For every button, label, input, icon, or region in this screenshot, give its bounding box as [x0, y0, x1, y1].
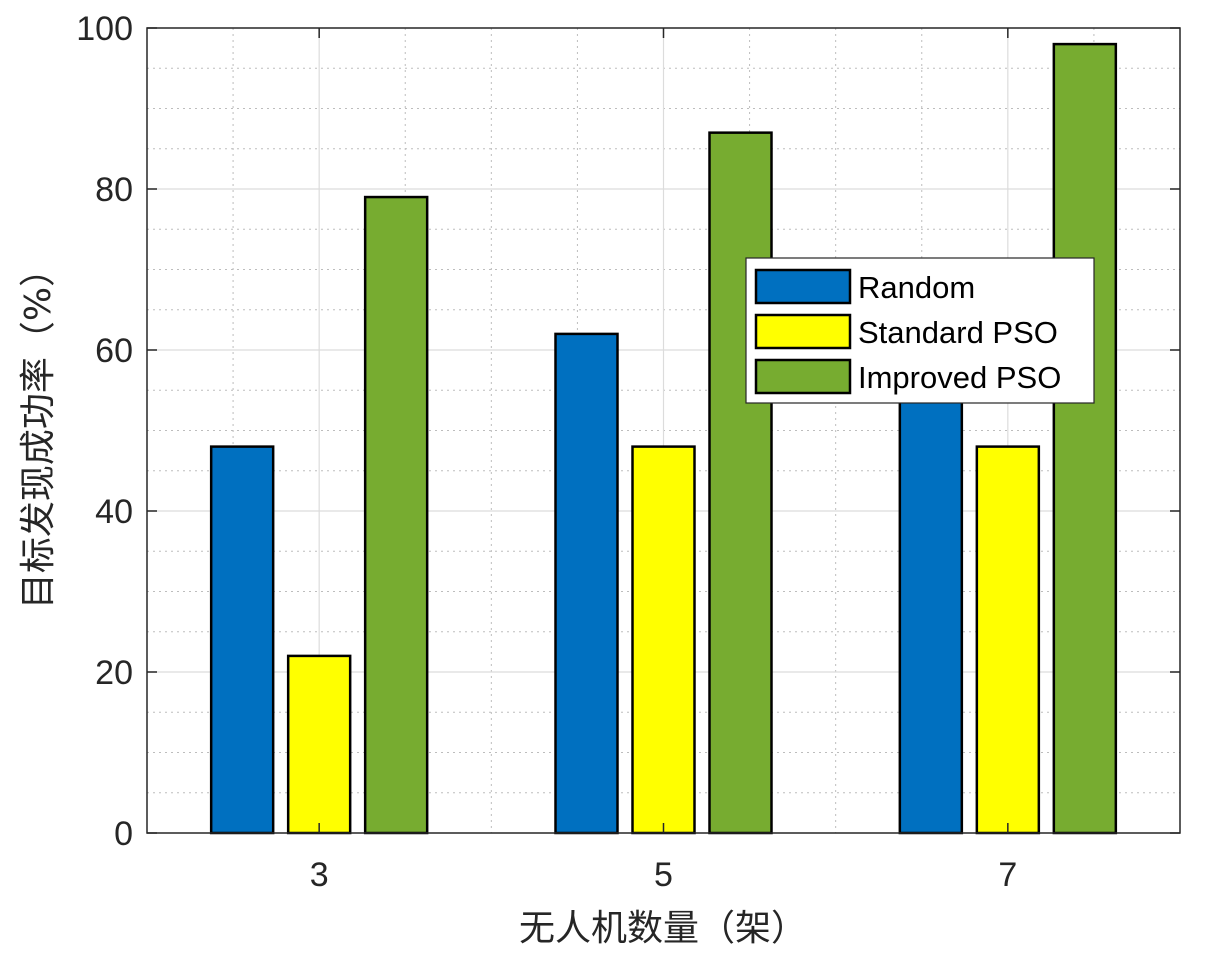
y-tick-label: 0	[114, 815, 133, 853]
bars	[209, 42, 1118, 835]
bar	[363, 195, 429, 835]
y-tick-label: 80	[95, 171, 133, 209]
x-axis-title: 无人机数量（架）	[519, 908, 807, 949]
bar	[631, 445, 696, 835]
y-axis-title: 目标发现成功率（%）	[18, 251, 59, 609]
legend-label: Improved PSO	[858, 360, 1061, 395]
y-tick-label: 40	[95, 493, 133, 531]
x-tick-label: 5	[654, 856, 673, 894]
legend-swatch	[754, 313, 852, 350]
bar	[975, 445, 1041, 835]
bar	[898, 389, 964, 835]
y-tick-labels: 0 20 40 60 80 100	[76, 10, 133, 853]
bar	[708, 131, 773, 835]
legend: Random Standard PSO Improved PSO	[745, 257, 1095, 404]
legend-swatch	[754, 358, 852, 395]
legend-label: Standard PSO	[858, 315, 1058, 350]
bar	[286, 654, 352, 835]
y-tick-label: 100	[76, 10, 133, 48]
bar	[209, 445, 275, 835]
legend-swatch	[754, 268, 852, 305]
legend-label: Random	[858, 270, 975, 305]
x-tick-labels: 3 5 7	[310, 856, 1018, 894]
y-tick-label: 20	[95, 654, 133, 692]
bar	[554, 332, 619, 835]
y-tick-label: 60	[95, 332, 133, 370]
axis-ticks	[147, 27, 1180, 834]
x-tick-label: 3	[310, 856, 329, 894]
x-tick-label: 7	[998, 856, 1017, 894]
bar	[1052, 42, 1118, 835]
